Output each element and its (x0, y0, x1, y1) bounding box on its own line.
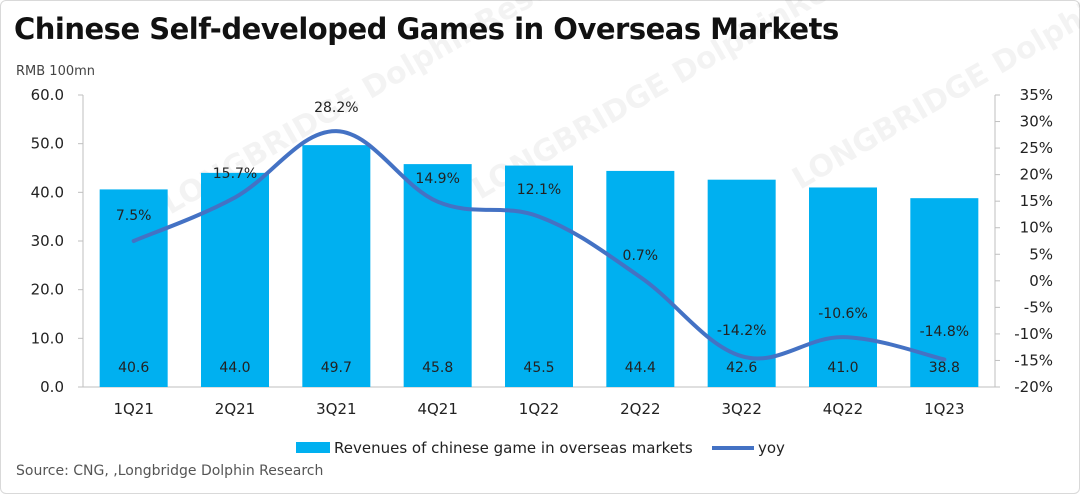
source-note: Source: CNG, ,Longbridge Dolphin Researc… (16, 463, 324, 479)
bar-value-label: 49.7 (321, 360, 352, 376)
category-label: 4Q21 (417, 400, 457, 418)
bar (809, 187, 877, 387)
legend-swatch-bars (296, 442, 330, 453)
right-tick-label: 5% (1029, 245, 1053, 263)
left-tick-label: 0.0 (40, 378, 64, 396)
bar-value-label: 45.8 (422, 360, 453, 376)
right-tick-label: 25% (1020, 139, 1053, 157)
bar (505, 165, 573, 387)
bar (201, 172, 269, 387)
category-label: 3Q22 (721, 400, 761, 418)
yoy-value-label: 14.9% (415, 171, 459, 187)
category-label: 1Q22 (519, 400, 559, 418)
right-tick-label: -5% (1024, 298, 1053, 316)
right-tick-label: 20% (1020, 166, 1053, 184)
right-tick-label: 0% (1029, 272, 1053, 290)
bar-series (99, 145, 979, 387)
yoy-value-label: 0.7% (623, 248, 659, 264)
yoy-value-label: 15.7% (213, 166, 257, 182)
right-tick-label: 15% (1020, 192, 1053, 210)
right-tick-label: 35% (1020, 86, 1053, 104)
yoy-value-label: 7.5% (116, 208, 152, 224)
bar-value-label: 41.0 (827, 360, 858, 376)
yoy-line-series (131, 129, 947, 362)
bar-value-label: 40.6 (118, 360, 149, 376)
left-tick-label: 20.0 (31, 281, 64, 299)
category-axis-labels: 1Q21 2Q21 3Q21 4Q21 1Q22 2Q22 3Q22 4Q22 1Q23 (113, 400, 964, 418)
right-tick-label: 10% (1020, 219, 1053, 237)
bar-value-label: 38.8 (929, 360, 960, 376)
category-label: 1Q21 (113, 400, 153, 418)
yoy-line (131, 129, 947, 362)
bar-value-label: 45.5 (523, 360, 554, 376)
axes: 0.0 10.0 20.0 30.0 40.0 50.0 60.0 -20% -15% -10% -… (31, 86, 1053, 396)
left-tick-label: 50.0 (31, 135, 64, 153)
right-tick-label: -10% (1014, 325, 1053, 343)
left-axis-unit: RMB 100mn (16, 64, 96, 79)
bar (910, 198, 979, 387)
category-label: 1Q23 (924, 400, 964, 418)
bar-value-label: 44.4 (625, 360, 656, 376)
yoy-value-label: 12.1% (517, 182, 561, 198)
right-tick-label: -15% (1014, 351, 1053, 369)
bar-value-label: 44.0 (219, 360, 250, 376)
yoy-value-label: -10.6% (818, 306, 868, 322)
category-label: 2Q22 (620, 400, 660, 418)
left-tick-label: 60.0 (31, 86, 64, 104)
category-label: 4Q22 (823, 400, 863, 418)
bar-value-label: 42.6 (726, 360, 757, 376)
bar (99, 189, 168, 387)
bar-value-labels: 40.6 44.0 49.7 45.8 45.5 44.4 42.6 41.0 38.8 (118, 360, 960, 376)
legend: Revenues of chinese game in overseas mar… (296, 439, 785, 457)
chart-title: Chinese Self-developed Games in Overseas… (14, 12, 839, 46)
legend-label-yoy: yoy (758, 439, 785, 457)
left-tick-label: 40.0 (31, 183, 64, 201)
left-tick-label: 30.0 (31, 232, 64, 250)
category-label: 3Q21 (316, 400, 356, 418)
category-label: 2Q21 (215, 400, 255, 418)
yoy-value-labels: 7.5% 15.7% 28.2% 14.9% 12.1% 0.7% -14.2% -10.6%… (116, 100, 969, 340)
bar (302, 145, 371, 387)
bar (707, 179, 776, 387)
yoy-value-label: -14.8% (920, 324, 970, 340)
right-tick-label: -20% (1014, 378, 1053, 396)
bar (403, 164, 472, 387)
right-tick-label: 30% (1020, 113, 1053, 131)
legend-label-bars: Revenues of chinese game in overseas mar… (334, 439, 693, 457)
left-tick-label: 10.0 (31, 329, 64, 347)
yoy-value-label: -14.2% (717, 323, 767, 339)
yoy-value-label: 28.2% (314, 100, 358, 116)
